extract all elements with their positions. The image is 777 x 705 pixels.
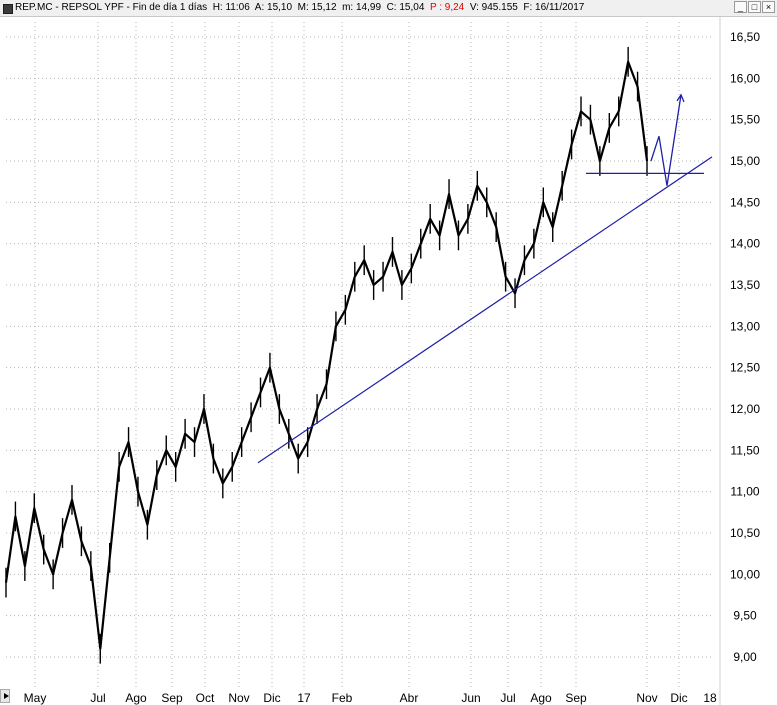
price-series [4, 46, 649, 664]
chart-annotations [257, 93, 713, 464]
x-tick-label: Ago [530, 691, 552, 705]
y-tick-label: 13,50 [730, 278, 760, 292]
chart-titlebar: REP.MC - REPSOL YPF - Fin de día 1 días … [0, 0, 777, 17]
header-pct: P : 9,24 [429, 2, 465, 13]
y-tick-label: 15,00 [730, 154, 760, 168]
y-tick-label: 10,50 [730, 526, 760, 540]
x-tick-label: Jul [90, 691, 105, 705]
trendline [257, 156, 713, 464]
y-tick-label: 15,50 [730, 113, 760, 127]
x-tick-label: Jul [500, 691, 515, 705]
x-tick-label: Dic [670, 691, 687, 705]
minimize-button[interactable]: _ [734, 1, 747, 13]
projection-path [650, 94, 682, 186]
price-line [4, 60, 649, 650]
y-tick-label: 9,50 [733, 609, 757, 623]
maximize-button[interactable]: □ [748, 1, 761, 13]
y-tick-label: 9,00 [733, 650, 757, 664]
header-high: M: 15,12 [297, 2, 337, 13]
y-tick-label: 16,00 [730, 71, 760, 85]
header-open: A: 15,10 [254, 2, 293, 13]
y-tick-label: 11,50 [730, 443, 759, 457]
x-tick-label: Dic [263, 691, 280, 705]
x-tick-label: Jun [461, 691, 480, 705]
x-tick-label: Sep [565, 691, 587, 705]
x-tick-label: Nov [636, 691, 657, 705]
price-chart[interactable]: 16,50 16,00 15,50 15,00 14,50 14,00 13,50 13,00… [0, 17, 777, 705]
header-close: C: 15,04 [386, 2, 425, 13]
header-volume: V: 945.155 [469, 2, 518, 13]
x-tick-label: Ago [125, 691, 147, 705]
y-tick-label: 16,50 [730, 30, 760, 44]
y-tick-label: 10,00 [730, 567, 760, 581]
header-low: m: 14,99 [342, 2, 382, 13]
scroll-left-button[interactable] [0, 689, 10, 703]
y-tick-label: 14,00 [730, 237, 760, 251]
x-axis: May Jul Ago Sep Oct Nov Dic 17 Feb Abr Jun Jul Ago Se… [24, 691, 717, 705]
header-name: REPSOL YPF [61, 2, 124, 13]
y-tick-label: 13,00 [730, 319, 760, 333]
x-tick-label: Feb [332, 691, 353, 705]
y-tick-label: 14,50 [730, 195, 760, 209]
x-tick-label: Sep [161, 691, 183, 705]
chart-grid [6, 17, 721, 705]
x-tick-label: 18 [703, 691, 717, 705]
header-period: Fin de día 1 días [132, 2, 208, 13]
window-controls: _ □ × [734, 1, 775, 13]
header-symbol: REP.MC [15, 2, 53, 13]
x-tick-label: Nov [228, 691, 249, 705]
x-tick-label: Oct [196, 691, 215, 705]
y-tick-label: 11,00 [730, 485, 759, 499]
projection-arrowhead [676, 93, 685, 103]
y-tick-label: 12,50 [730, 361, 760, 375]
x-tick-label: Abr [400, 691, 419, 705]
chart-window-icon[interactable] [3, 4, 13, 14]
y-tick-label: 12,00 [730, 402, 760, 416]
chart-header-info: REP.MC - REPSOL YPF - Fin de día 1 días … [15, 2, 585, 13]
x-tick-label: May [24, 691, 47, 705]
header-hour: H: 11:06 [212, 2, 250, 13]
x-tick-label: 17 [297, 691, 311, 705]
close-button[interactable]: × [762, 1, 775, 13]
y-axis: 16,50 16,00 15,50 15,00 14,50 14,00 13,50 13,00… [730, 30, 760, 664]
header-date: F: 16/11/2017 [523, 2, 585, 13]
